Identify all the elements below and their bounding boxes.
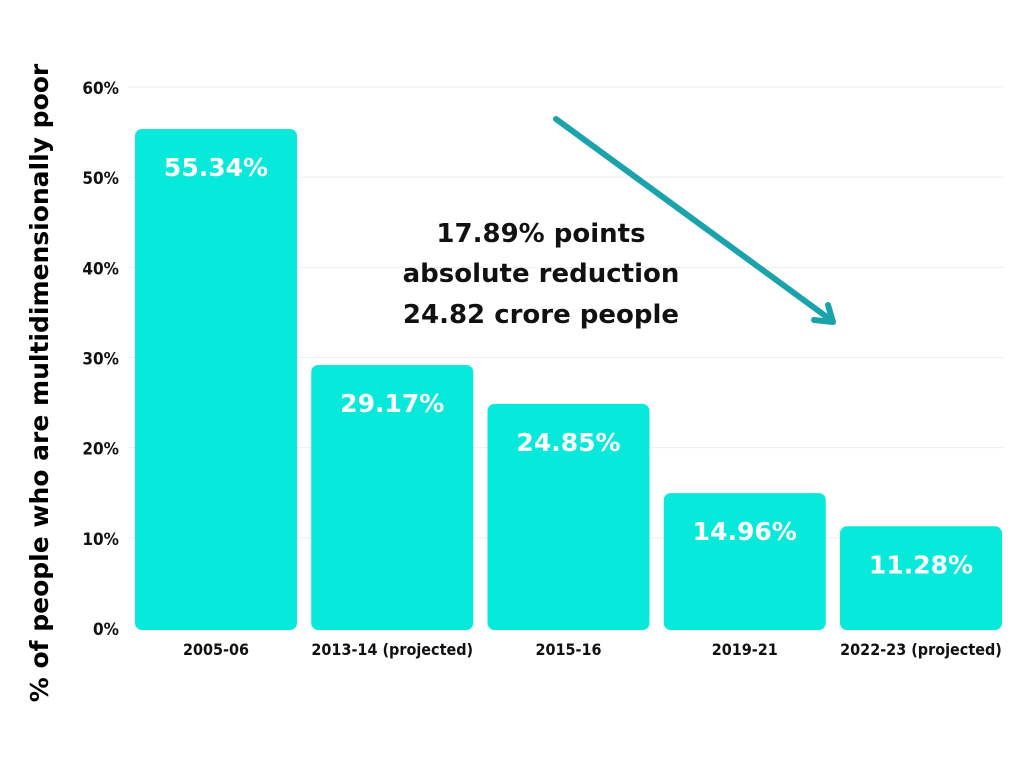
bar-value-label: 24.85% [516,428,620,457]
trend-arrow-shaft [553,116,834,323]
bar [840,526,1002,630]
y-tick-label: 60% [82,79,119,99]
x-category-label: 2022-23 (projected) [840,640,1002,659]
y-tick-label: 40% [82,259,119,279]
trend-arrow-head [811,302,836,325]
y-axis-ticks: 0% 10% 20% 30% 40% 50% 60% [82,79,119,640]
bars: 55.34% 29.17% 24.85% 14.96% 11.28% [135,129,1002,630]
y-tick-label: 50% [82,169,119,189]
bar-value-label: 29.17% [340,389,444,418]
x-category-label: 2005-06 [183,640,249,659]
trend-arrow [553,116,836,325]
annotation: 17.89% points absolute reduction 24.82 c… [403,219,680,330]
bar-value-label: 11.28% [869,550,973,579]
y-axis-label: % of people who are multidimensionally p… [25,63,54,702]
y-tick-label: 10% [82,530,119,550]
annotation-line-2: absolute reduction [403,259,680,289]
bar [663,493,826,630]
y-tick-label: 30% [82,350,119,370]
x-category-label: 2019-21 [712,640,778,659]
y-tick-label: 20% [82,440,119,460]
x-category-label: 2013-14 (projected) [311,640,473,659]
bar [487,403,650,630]
x-category-label: 2015-16 [535,640,601,659]
y-tick-label: 0% [93,620,119,640]
bar [135,129,297,630]
bar-value-label: 55.34% [164,153,268,182]
annotation-line-3: 24.82 crore people [403,300,679,330]
x-axis-categories: 2005-06 2013-14 (projected) 2015-16 2019-21… [183,640,1002,659]
bar [311,364,474,630]
annotation-line-1: 17.89% points [436,219,645,249]
bar-value-label: 14.96% [693,517,797,546]
